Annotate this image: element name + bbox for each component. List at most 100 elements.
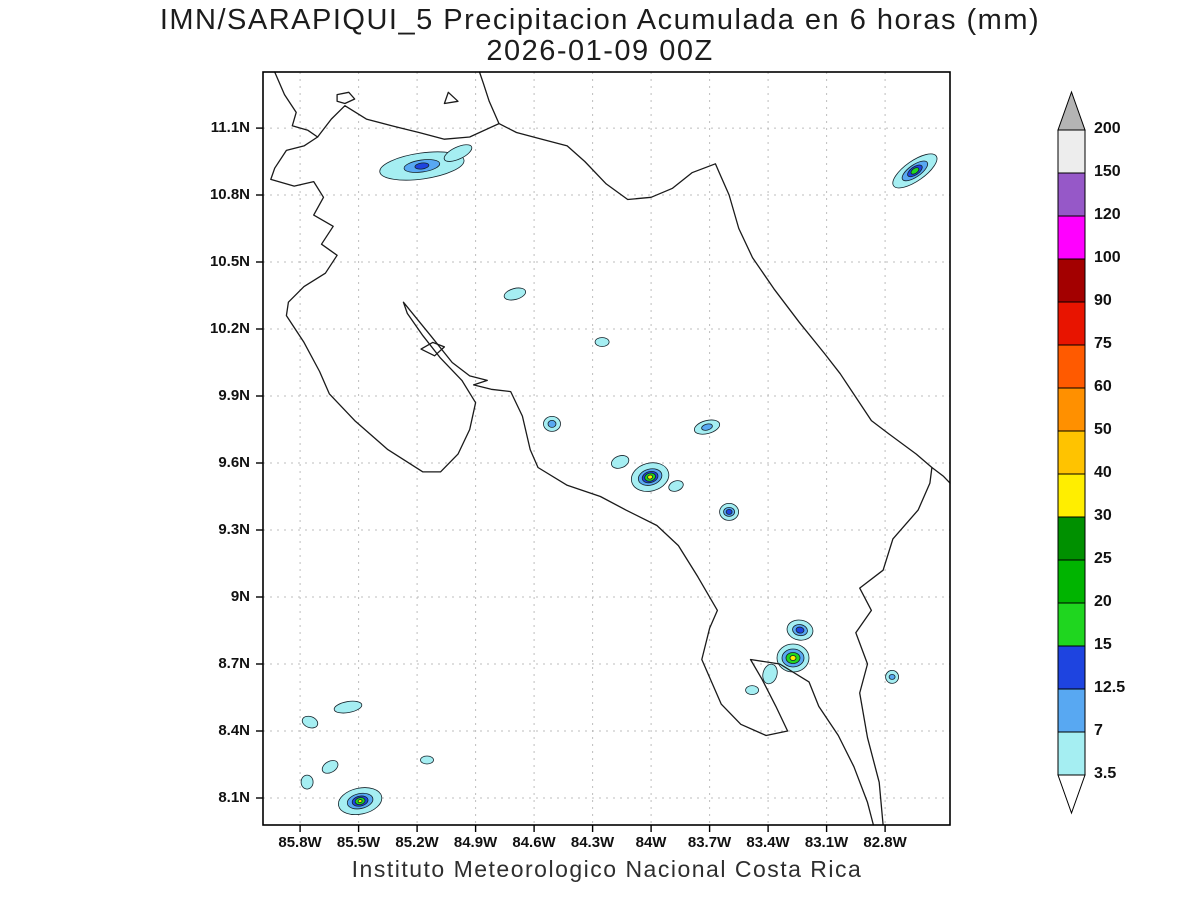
colorbar-tick-label: 50 [1094,421,1112,438]
lon-tick-label: 85.8W [278,834,322,851]
colorbar-segment [1057,344,1086,389]
colorbar-tick-label: 40 [1094,464,1112,481]
colorbar [1057,90,1086,815]
costa-rica-precipitation-map [256,71,951,832]
coastline-pacific-coast [270,71,875,826]
precip-spot [719,502,740,521]
precip-contour-fill [547,419,557,428]
coastline-lake-island-1 [443,91,459,105]
colorbar-tick-label: 3.5 [1094,765,1117,782]
precip-spot [630,462,670,492]
precip-contour-fill [301,715,319,729]
lat-tick-label: 9.6N [218,454,250,471]
precip-spot [594,337,610,347]
map-plot-area [256,71,951,832]
precip-spot [892,153,938,189]
precip-contour-fill [647,474,653,480]
precip-contour-fill [321,760,339,774]
precip-spot [301,715,319,729]
precip-contour-fill [701,423,713,431]
precip-spot [786,619,814,641]
coastline-panama-caribbean-coast [931,466,951,484]
lat-tick-label: 8.4N [218,721,250,739]
precip-contour-fill [745,685,760,695]
map-frame [262,71,951,826]
precip-spot [300,774,314,790]
precip-spot [668,480,684,492]
colorbar-tick-label: 15 [1094,636,1112,653]
lon-tick-label: 85.5W [336,834,381,851]
precip-spot [420,755,434,765]
colorbar-segment [1057,258,1086,303]
lon-tick-label: 84.6W [512,834,556,851]
colorbar-tick-label: 20 [1094,593,1112,610]
colorbar-segment [1057,301,1086,346]
lat-tick-label: 10.8N [209,186,250,204]
coastline-isla-chira [420,341,446,357]
colorbar-segment [1057,516,1086,561]
precip-spot [443,144,473,162]
lat-tick-label: 11.1N [210,119,250,137]
colorbar-segment [1057,172,1086,217]
precip-contour-fill [888,674,896,680]
colorbar-segment [1057,215,1086,260]
precip-contour-fill [610,455,630,469]
precip-spot [543,415,561,432]
lon-tick-label: 84W [635,834,667,851]
precip-contour-fill [668,480,684,492]
precip-contour-fill [420,755,434,765]
precip-spot [745,685,760,695]
colorbar-arrow-bottom [1057,774,1086,815]
colorbar-tick-label: 150 [1094,163,1121,180]
colorbar-segment [1057,731,1086,776]
lon-tick-label: 84.9W [453,834,498,851]
colorbar-tick-label: 12.5 [1094,679,1126,696]
precip-spot [776,643,810,673]
precip-spot [885,670,899,684]
page-title: IMN/SARAPIQUI_5 Precipitacion Acumulada … [159,4,1041,36]
precip-contour-fill [357,799,363,804]
colorbar-tick-label: 30 [1094,507,1112,524]
precip-spot [762,663,778,685]
lat-tick-label: 9.9N [218,387,250,405]
lon-tick-label: 83.7W [687,834,732,851]
lat-tick-label: 10.5N [209,253,250,271]
lat-tick-label: 9N [230,588,250,605]
caption-institute: Instituto Meteorologico Nacional Costa R… [351,856,863,882]
precip-spot [503,287,527,301]
lon-tick-label: 83.4W [746,834,790,851]
colorbar-tick-label: 60 [1094,378,1112,395]
precip-contour-fill [333,700,363,714]
precip-contour-fill [910,167,920,175]
precip-spot [321,760,339,774]
precip-spot [610,455,630,469]
page-subtitle-datetime: 2026-01-09 00Z [486,35,714,67]
colorbar-segment [1057,602,1086,647]
lon-tick-label: 83.1W [804,834,849,851]
coastline-lake-island-2 [336,91,356,105]
precip-spot [693,419,721,435]
colorbar-tick-label: 75 [1094,335,1112,352]
colorbar-segment [1057,129,1086,174]
lon-tick-label: 82.8W [863,834,907,851]
colorbar-tick-label: 100 [1094,249,1121,266]
precip-contour-fill [443,144,473,162]
precip-contour-fill [503,287,527,301]
precip-contour-fill [414,162,430,170]
precip-contour-fill [789,655,797,661]
colorbar-segment [1057,473,1086,518]
precip-contour-fill [300,774,314,790]
precip-contour-fill [795,626,805,634]
coastline-panama-border-caribbean-coast-nicaragua-border [316,105,933,826]
precip-contour-fill [725,508,733,515]
colorbar-segment [1057,430,1086,475]
colorbar-arrow-top [1057,90,1086,131]
precip-contour-fill [594,337,610,347]
lat-tick-label: 9.3N [218,521,250,538]
lat-tick-label: 10.2N [209,320,250,338]
precip-spot [338,787,383,816]
colorbar-segment [1057,688,1086,733]
lat-tick-label: 8.1N [218,788,250,806]
precip-spot [379,151,465,181]
